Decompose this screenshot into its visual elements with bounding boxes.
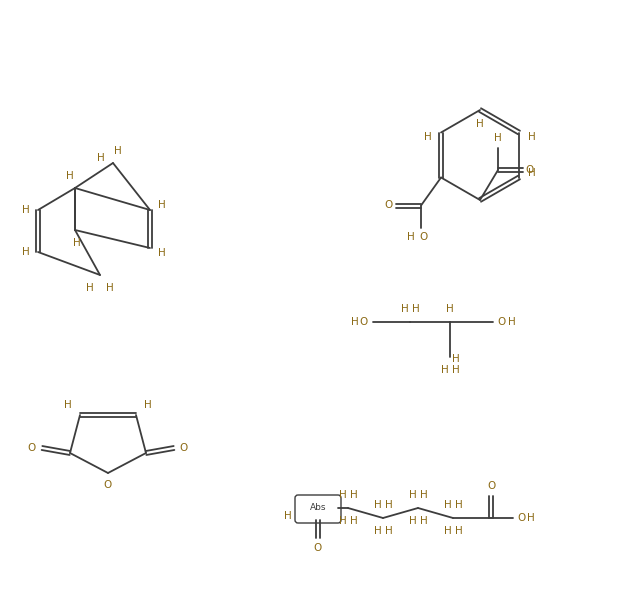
Text: O: O — [314, 543, 322, 553]
Text: H: H — [86, 283, 94, 293]
Text: H: H — [444, 500, 452, 510]
Text: H: H — [455, 500, 463, 510]
Text: H: H — [424, 133, 432, 142]
Text: O: O — [104, 480, 112, 490]
Text: H: H — [385, 526, 393, 536]
Text: H: H — [420, 490, 428, 500]
Text: H: H — [494, 133, 502, 143]
Text: O: O — [526, 165, 534, 175]
Text: O: O — [487, 481, 495, 491]
Text: H: H — [407, 233, 415, 243]
Text: H: H — [508, 317, 516, 327]
Text: H: H — [452, 354, 460, 364]
Text: H: H — [66, 171, 74, 181]
Text: H: H — [22, 247, 30, 257]
Text: H: H — [144, 400, 152, 410]
Text: O: O — [360, 317, 368, 327]
Text: O: O — [419, 233, 427, 243]
Text: H: H — [444, 526, 452, 536]
Text: H: H — [351, 317, 359, 327]
Text: H: H — [158, 248, 166, 258]
Text: H: H — [374, 500, 382, 510]
Text: H: H — [158, 200, 166, 210]
Text: H: H — [350, 490, 358, 500]
Text: H: H — [64, 400, 72, 410]
Text: H: H — [106, 283, 114, 293]
Text: H: H — [455, 526, 463, 536]
Text: H: H — [374, 526, 382, 536]
FancyBboxPatch shape — [295, 495, 341, 523]
Text: Abs: Abs — [310, 503, 326, 513]
Text: H: H — [73, 238, 81, 248]
Text: H: H — [97, 153, 105, 163]
Text: O: O — [517, 513, 525, 523]
Text: H: H — [385, 500, 393, 510]
Text: H: H — [339, 516, 347, 526]
Text: H: H — [409, 490, 417, 500]
Text: H: H — [22, 205, 30, 215]
Text: O: O — [180, 443, 188, 453]
Text: H: H — [114, 146, 122, 156]
Text: H: H — [350, 516, 358, 526]
Text: H: H — [401, 304, 409, 314]
Text: H: H — [452, 365, 460, 375]
Text: H: H — [409, 516, 417, 526]
Text: H: H — [528, 168, 536, 177]
Text: H: H — [476, 119, 484, 129]
Text: O: O — [28, 443, 36, 453]
Text: O: O — [498, 317, 506, 327]
Text: H: H — [339, 490, 347, 500]
Text: H: H — [527, 513, 535, 523]
Text: H: H — [441, 365, 449, 375]
Text: H: H — [284, 511, 292, 521]
Text: H: H — [446, 304, 454, 314]
Text: O: O — [384, 201, 392, 211]
Text: H: H — [412, 304, 420, 314]
Text: H: H — [420, 516, 428, 526]
Text: H: H — [528, 133, 536, 142]
